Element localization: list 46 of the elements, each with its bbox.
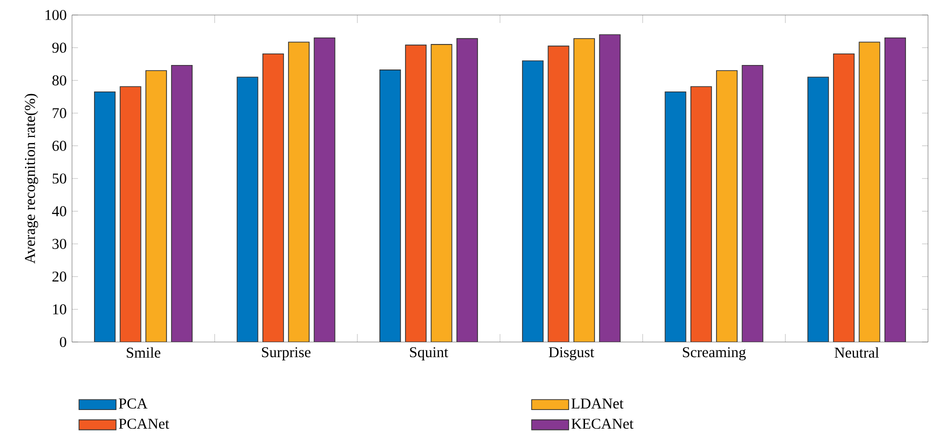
- y-tick-label: 70: [52, 108, 66, 118]
- y-tick-label: 20: [52, 272, 66, 282]
- bar: [94, 91, 116, 342]
- y-tick-label: 40: [52, 206, 66, 216]
- legend-label: KECANet: [572, 418, 634, 429]
- bar: [599, 34, 621, 342]
- x-tick-label: Squint: [410, 347, 448, 360]
- bar: [262, 54, 284, 342]
- bar: [522, 60, 544, 342]
- bar: [379, 70, 401, 342]
- y-tick-label: 10: [53, 304, 66, 314]
- bar: [807, 76, 829, 342]
- bar: [690, 86, 712, 342]
- y-tick-label: 90: [52, 42, 66, 53]
- bar: [664, 91, 686, 342]
- bar: [288, 42, 310, 342]
- bar: [456, 38, 478, 342]
- bar: [236, 76, 258, 342]
- bar: [120, 86, 142, 342]
- x-tick-label: Smile: [126, 347, 160, 358]
- bar: [405, 44, 427, 342]
- y-tick-label: 80: [52, 75, 66, 86]
- x-tick-label: Disgust: [548, 347, 594, 360]
- bar: [742, 64, 764, 342]
- legend-label: PCANet: [118, 418, 170, 429]
- x-tick-label: Screaming: [682, 347, 746, 360]
- y-tick-label: 0: [60, 336, 66, 348]
- bar: [833, 54, 855, 342]
- bar: [573, 38, 595, 342]
- bar: [884, 37, 906, 342]
- bar: [171, 64, 193, 342]
- y-tick-label: 100: [46, 10, 66, 20]
- y-tick-label: 30: [52, 238, 66, 249]
- legend-label: LDANet: [572, 398, 624, 409]
- y-axis-title: Average recognition rate(%): [24, 94, 38, 264]
- bar: [716, 70, 738, 342]
- bar: [430, 44, 452, 342]
- bar: [145, 70, 167, 342]
- y-tick-label: 60: [52, 140, 66, 151]
- bar: [314, 37, 336, 342]
- bar: [548, 46, 570, 342]
- x-tick-label: Surprise: [262, 347, 310, 360]
- bar: [858, 42, 880, 342]
- y-tick-label: 50: [52, 173, 66, 184]
- legend-label: PCA: [118, 398, 148, 409]
- x-tick-label: Neutral: [834, 347, 879, 358]
